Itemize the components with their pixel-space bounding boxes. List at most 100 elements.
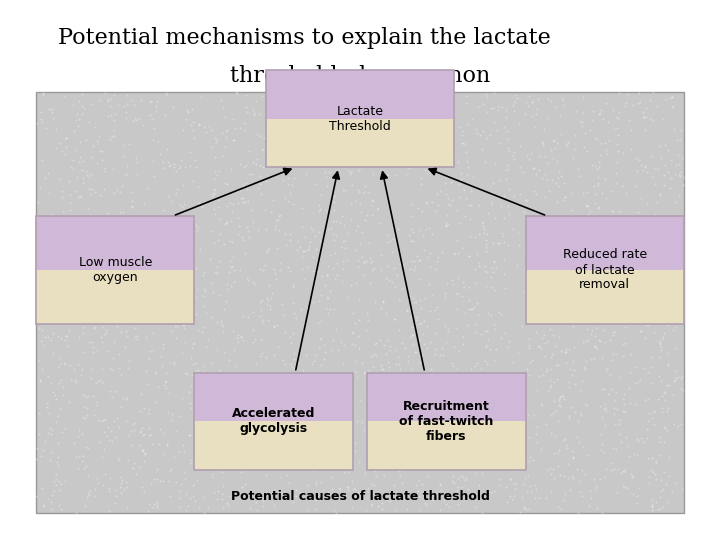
Point xyxy=(139,291,150,299)
Point xyxy=(248,308,259,316)
Point xyxy=(607,105,618,114)
Point xyxy=(538,330,549,339)
Point xyxy=(530,170,541,178)
Point xyxy=(508,465,520,474)
Point xyxy=(269,422,280,430)
Point xyxy=(218,347,230,356)
Point xyxy=(150,255,161,264)
Point xyxy=(521,364,533,373)
Point xyxy=(584,296,595,305)
Point xyxy=(490,264,502,272)
Point xyxy=(176,298,187,307)
Point xyxy=(456,483,467,491)
Point xyxy=(423,168,435,177)
Point xyxy=(344,170,356,178)
Point xyxy=(493,481,505,489)
Point xyxy=(600,421,611,430)
Point xyxy=(343,156,355,164)
Point xyxy=(394,104,405,112)
Point xyxy=(611,169,622,178)
Point xyxy=(488,258,500,266)
Point xyxy=(596,282,608,291)
Point xyxy=(296,204,307,213)
Point xyxy=(421,321,433,330)
Point xyxy=(339,185,351,194)
Point xyxy=(174,487,185,496)
Point xyxy=(325,287,336,296)
Point xyxy=(605,370,616,379)
Point xyxy=(402,352,414,360)
Point xyxy=(452,482,464,491)
Point xyxy=(314,379,325,388)
Point xyxy=(168,357,180,366)
Point xyxy=(329,431,341,440)
Point xyxy=(448,150,459,159)
Point xyxy=(341,483,353,491)
Point xyxy=(274,148,285,157)
Point xyxy=(323,367,335,376)
Point xyxy=(563,377,575,386)
Point xyxy=(322,181,333,190)
Point xyxy=(610,420,621,429)
Point xyxy=(271,275,282,284)
Point xyxy=(635,161,647,170)
Point xyxy=(675,420,686,428)
Point xyxy=(207,192,218,200)
Point xyxy=(300,350,312,359)
Point xyxy=(144,111,156,119)
Point xyxy=(374,402,385,411)
Point xyxy=(533,305,544,314)
Point xyxy=(678,172,690,181)
Point xyxy=(212,196,224,205)
Point xyxy=(369,340,381,348)
Point xyxy=(492,397,503,406)
Point xyxy=(339,400,351,409)
Point xyxy=(39,281,50,290)
Point xyxy=(456,472,467,481)
Point xyxy=(161,144,173,153)
Point xyxy=(610,328,621,336)
Point xyxy=(423,488,434,496)
Point xyxy=(456,292,468,300)
Point xyxy=(440,221,451,230)
Point xyxy=(182,502,194,510)
Point xyxy=(637,217,649,226)
Point xyxy=(46,271,58,280)
Point xyxy=(224,237,235,245)
Point xyxy=(197,456,209,464)
Point xyxy=(393,325,405,334)
Point xyxy=(384,448,396,457)
Point xyxy=(71,211,82,220)
Point xyxy=(398,418,410,427)
Point xyxy=(266,289,277,298)
Point xyxy=(349,197,361,205)
Point xyxy=(148,247,160,255)
Point xyxy=(599,175,611,184)
Point xyxy=(323,415,335,424)
Point xyxy=(67,238,78,247)
Point xyxy=(86,222,98,231)
Point xyxy=(319,281,330,289)
Point xyxy=(394,259,405,268)
Point xyxy=(82,470,94,479)
Point xyxy=(504,492,516,501)
Point xyxy=(347,308,359,317)
Point xyxy=(382,238,393,247)
Point xyxy=(47,491,58,500)
Point xyxy=(505,462,517,471)
Point xyxy=(199,369,210,377)
Point xyxy=(50,394,62,403)
Point xyxy=(501,160,513,169)
Point xyxy=(623,116,634,125)
Point xyxy=(458,283,469,292)
Point xyxy=(487,179,498,188)
Point xyxy=(393,359,405,368)
Point xyxy=(581,401,593,409)
Point xyxy=(467,172,479,181)
Point xyxy=(67,101,78,110)
Point xyxy=(182,107,194,116)
Point xyxy=(185,121,197,130)
Point xyxy=(588,182,600,191)
Point xyxy=(436,344,448,353)
Point xyxy=(52,453,63,461)
